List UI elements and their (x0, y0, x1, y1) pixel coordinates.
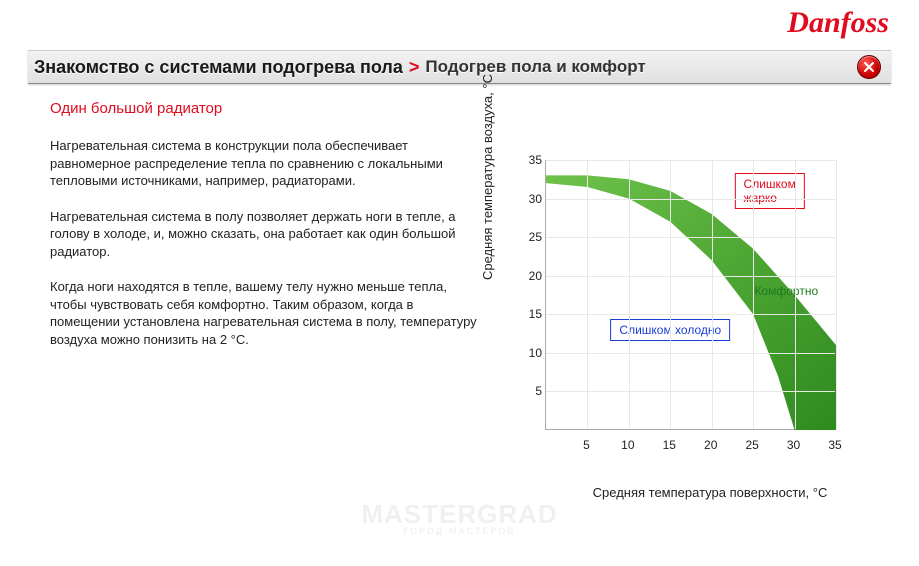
breadcrumb-separator-icon: > (409, 57, 420, 78)
breadcrumb-bar: Знакомство с системами подогрева пола > … (28, 50, 891, 84)
gridline-v (836, 160, 837, 429)
x-tick: 25 (745, 438, 758, 452)
breadcrumb-sub: Подогрев пола и комфорт (425, 57, 645, 77)
content-panel: Один большой радиатор Нагревательная сис… (50, 100, 480, 366)
y-tick: 35 (520, 153, 542, 167)
x-axis-label: Средняя температура поверхности, °С (593, 485, 828, 500)
gridline-h (546, 160, 835, 161)
gridline-v (670, 160, 671, 429)
close-button[interactable] (857, 55, 881, 79)
gridline-h (546, 199, 835, 200)
x-tick: 5 (583, 438, 590, 452)
paragraph: Нагревательная система в полу позволяет … (50, 208, 480, 261)
gridline-h (546, 237, 835, 238)
x-tick: 15 (663, 438, 676, 452)
gridline-v (712, 160, 713, 429)
gridline-v (795, 160, 796, 429)
x-tick: 10 (621, 438, 634, 452)
paragraph: Нагревательная система в конструкции пол… (50, 137, 480, 190)
y-tick: 30 (520, 192, 542, 206)
comfort-chart: Средняя температура воздуха, °С Слишком … (490, 150, 890, 510)
gridline-v (629, 160, 630, 429)
x-tick: 35 (828, 438, 841, 452)
gridline-h (546, 391, 835, 392)
x-tick: 30 (787, 438, 800, 452)
y-axis-label: Средняя температура воздуха, °С (480, 74, 495, 280)
zone-label-comfort: Комфортно (746, 281, 826, 301)
gridline-v (753, 160, 754, 429)
gridline-h (546, 276, 835, 277)
x-tick: 20 (704, 438, 717, 452)
y-tick: 5 (520, 384, 542, 398)
gridline-v (587, 160, 588, 429)
y-tick: 15 (520, 307, 542, 321)
y-tick: 10 (520, 346, 542, 360)
paragraph: Когда ноги находятся в тепле, вашему тел… (50, 278, 480, 348)
gridline-h (546, 314, 835, 315)
close-icon (863, 61, 875, 73)
brand-logo: Danfoss (787, 6, 889, 40)
watermark: MASTERGRAD ГОРОД МАСТЕРОВ (361, 499, 557, 536)
y-tick: 25 (520, 230, 542, 244)
section-title: Один большой радиатор (50, 100, 480, 117)
gridline-h (546, 353, 835, 354)
chart-plot-area: Слишком жарко Слишком холодно Комфортно (545, 160, 835, 430)
y-tick: 20 (520, 269, 542, 283)
breadcrumb-main: Знакомство с системами подогрева пола (34, 57, 403, 78)
